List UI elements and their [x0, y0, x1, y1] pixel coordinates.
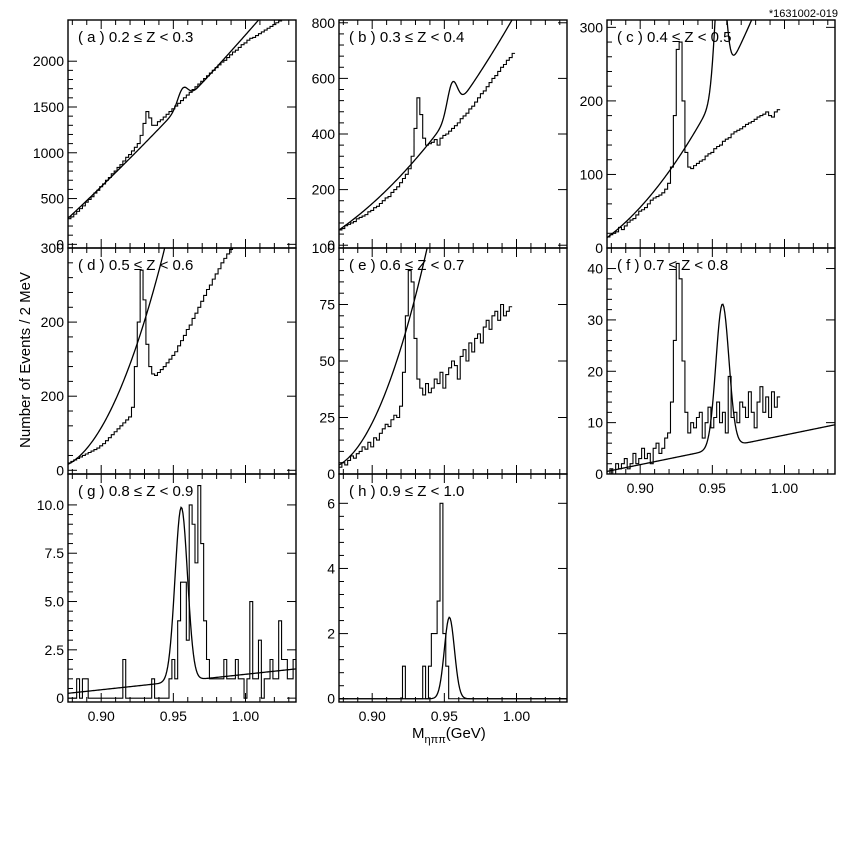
panel-d: 0 200 200 300 ( d ) 0.5 ≤ Z < 0.6: [41, 240, 297, 478]
x-tick-label-g: 0.95: [160, 708, 187, 724]
y-tick-label-c: 200: [580, 93, 604, 109]
panel-label-b: ( b ) 0.3 ≤ Z < 0.4: [349, 29, 464, 46]
panel-label-c: ( c ) 0.4 ≤ Z < 0.5: [617, 29, 732, 46]
x-tick-label-h: 1.00: [503, 708, 530, 724]
fit-curve-d: [68, 248, 166, 465]
y-tick-label-b: 600: [312, 70, 336, 86]
fit-curve-f: [607, 303, 835, 473]
panel-frame-c: [606, 19, 836, 249]
fit-curve-e: [339, 248, 428, 466]
x-tick-label-f: 0.90: [627, 480, 654, 496]
panel-label-a: ( a ) 0.2 ≤ Z < 0.3: [78, 29, 193, 46]
y-tick-label-f: 0: [595, 466, 603, 482]
fit-curve-h: [339, 616, 567, 700]
histogram-g: [68, 485, 296, 699]
y-tick-label-b: 400: [312, 126, 336, 142]
fit-curve-g: [68, 506, 296, 694]
panel-f: 0 10 20 30 40 0.90 0.95 1.00 ( f ) 0.7 ≤ Z < 0.8: [587, 247, 836, 496]
panel-label-h: ( h ) 0.9 ≤ Z < 1.0: [349, 483, 464, 500]
panel-label-f: ( f ) 0.7 ≤ Z < 0.8: [617, 257, 728, 274]
y-tick-label-e: 100: [312, 240, 336, 256]
y-tick-label-b: 800: [312, 15, 336, 31]
histogram-h: [339, 502, 567, 700]
y-tick-label-c: 0: [595, 240, 603, 256]
figure-id: *1631002-019: [769, 8, 838, 20]
y-tick-label-b: 0: [327, 237, 335, 253]
x-tick-label-f: 0.95: [699, 480, 726, 496]
y-tick-label-c: 300: [580, 19, 604, 35]
y-axis-title: Number of Events / 2 MeV: [17, 272, 34, 448]
histogram-c: [607, 41, 781, 248]
panel-c: 0 100 200 300 ( c ) 0.4 ≤ Z < 0.5: [580, 19, 836, 256]
y-tick-label-d: 0: [56, 462, 64, 478]
panel-b: 0 200 400 600 800 ( b ) 0.3 ≤ Z < 0.4: [312, 15, 568, 253]
y-tick-label-d: 200: [41, 388, 65, 404]
y-tick-label-g: 5.0: [45, 594, 65, 610]
y-tick-label-a: 0: [56, 236, 64, 252]
histogram-d: [68, 248, 234, 471]
y-tick-label-f: 30: [587, 312, 603, 328]
x-tick-label-f: 1.00: [771, 480, 798, 496]
y-tick-label-g: 7.5: [45, 545, 65, 561]
panel-frame-g: [67, 473, 297, 703]
x-axis-title-sub: ηππ: [425, 734, 447, 746]
y-tick-label-h: 6: [327, 495, 335, 511]
panel-frame-b: [338, 19, 568, 249]
y-tick-label-h: 2: [327, 626, 335, 642]
y-tick-label-e: 0: [327, 466, 335, 482]
y-tick-label-a: 500: [41, 191, 65, 207]
y-tick-label-a: 1000: [33, 145, 64, 161]
panel-e: 0 25 50 75 100 ( e ) 0.6 ≤ Z < 0.7: [312, 240, 568, 482]
y-tick-label-e: 75: [319, 297, 335, 313]
x-tick-label-h: 0.90: [359, 708, 386, 724]
histogram-b: [339, 52, 516, 246]
panel-h: 0 2 4 6 0.90 0.95 1.00 ( h ) 0.9 ≤ Z < 1.0: [327, 473, 568, 724]
fit-curve-b: [339, 20, 513, 231]
y-tick-label-d: 200: [41, 314, 65, 330]
x-tick-label-g: 0.90: [88, 708, 115, 724]
x-tick-label-h: 0.95: [431, 708, 458, 724]
y-tick-label-a: 1500: [33, 99, 64, 115]
y-tick-label-g: 2.5: [45, 642, 65, 658]
y-tick-label-e: 25: [319, 410, 335, 426]
panel-label-g: ( g ) 0.8 ≤ Z < 0.9: [78, 483, 193, 500]
panel-frame-h: [338, 473, 568, 703]
panel-label-e: ( e ) 0.6 ≤ Z < 0.7: [349, 257, 464, 274]
x-axis-title: Mηππ(GeV): [412, 725, 486, 746]
y-tick-label-f: 10: [587, 415, 603, 431]
y-tick-label-g: 0: [56, 690, 64, 706]
y-tick-label-e: 50: [319, 353, 335, 369]
y-tick-label-f: 20: [587, 363, 603, 379]
panel-frame-d: [67, 247, 297, 475]
y-tick-label-d: 300: [41, 240, 65, 256]
x-tick-label-g: 1.00: [232, 708, 259, 724]
panel-frame-f: [606, 247, 836, 475]
histogram-a: [68, 20, 283, 245]
histogram-e: [339, 270, 513, 474]
y-tick-label-a: 2000: [33, 53, 64, 69]
histogram-f: [607, 262, 781, 474]
panel-label-d: ( d ) 0.5 ≤ Z < 0.6: [78, 257, 193, 274]
panel-a: 0 500 1000 1500 2000 ( a ) 0.2 ≤ Z < 0.3: [33, 19, 297, 252]
y-tick-label-c: 100: [580, 166, 604, 182]
y-tick-label-h: 0: [327, 691, 335, 707]
panel-g: 0 2.5 5.0 7.5 10.0 0.90 0.95 1.00 ( g ) 0.8 ≤ Z …: [37, 473, 297, 724]
x-axis-title-main: M: [412, 725, 425, 742]
svg-text:Mηππ(GeV): Mηππ(GeV): [412, 725, 486, 746]
fit-curve-c: [607, 20, 753, 239]
panel-frame-a: [67, 19, 297, 249]
x-axis-title-unit: (GeV): [446, 725, 486, 742]
y-tick-label-g: 10.0: [37, 497, 64, 513]
y-tick-label-b: 200: [312, 182, 336, 198]
y-tick-label-h: 4: [327, 560, 335, 576]
y-tick-label-f: 40: [587, 261, 603, 277]
